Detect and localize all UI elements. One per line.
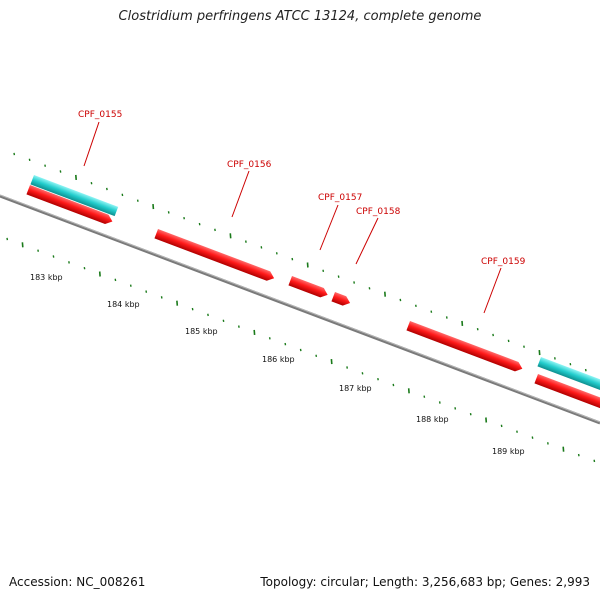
kbp-label: 187 kbp [339, 384, 372, 393]
genome-backbone-highlight [0, 194, 600, 423]
label-leader-line [231, 170, 250, 218]
gene-arrow [406, 321, 523, 372]
label-leader-line [83, 121, 100, 167]
label-leader-line [483, 267, 502, 314]
kbp-label: 185 kbp [185, 327, 218, 336]
kbp-label: 188 kbp [416, 415, 449, 424]
gene-arrow [534, 374, 600, 412]
kbp-label: 183 kbp [30, 273, 63, 282]
gene-label: CPF_0158 [356, 207, 401, 217]
accession-text: Accession: NC_008261 [9, 575, 146, 589]
gene-arrow [26, 185, 113, 225]
genome-title: Clostridium perfringens ATCC 13124, comp… [118, 9, 482, 24]
label-leader-line [319, 204, 339, 251]
topology-text: Topology: circular; Length: 3,256,683 bp… [260, 575, 590, 589]
outer-tick-row [13, 152, 587, 372]
rna-feature [30, 175, 119, 217]
gene-label: CPF_0159 [481, 257, 526, 267]
gene-arrow [154, 229, 275, 281]
label-leader-line [355, 217, 379, 265]
gene-label: CPF_0157 [318, 193, 362, 203]
kbp-label: 186 kbp [262, 355, 295, 364]
inner-tick-row [6, 237, 596, 463]
gene-arrow [288, 276, 328, 298]
genome-backbone [0, 194, 600, 425]
kbp-label: 184 kbp [107, 300, 140, 309]
rna-feature [537, 357, 600, 395]
gene-label: CPF_0156 [227, 160, 272, 170]
gene-label: CPF_0155 [78, 110, 122, 120]
kbp-label: 189 kbp [492, 447, 525, 456]
gene-arrow [331, 292, 351, 306]
